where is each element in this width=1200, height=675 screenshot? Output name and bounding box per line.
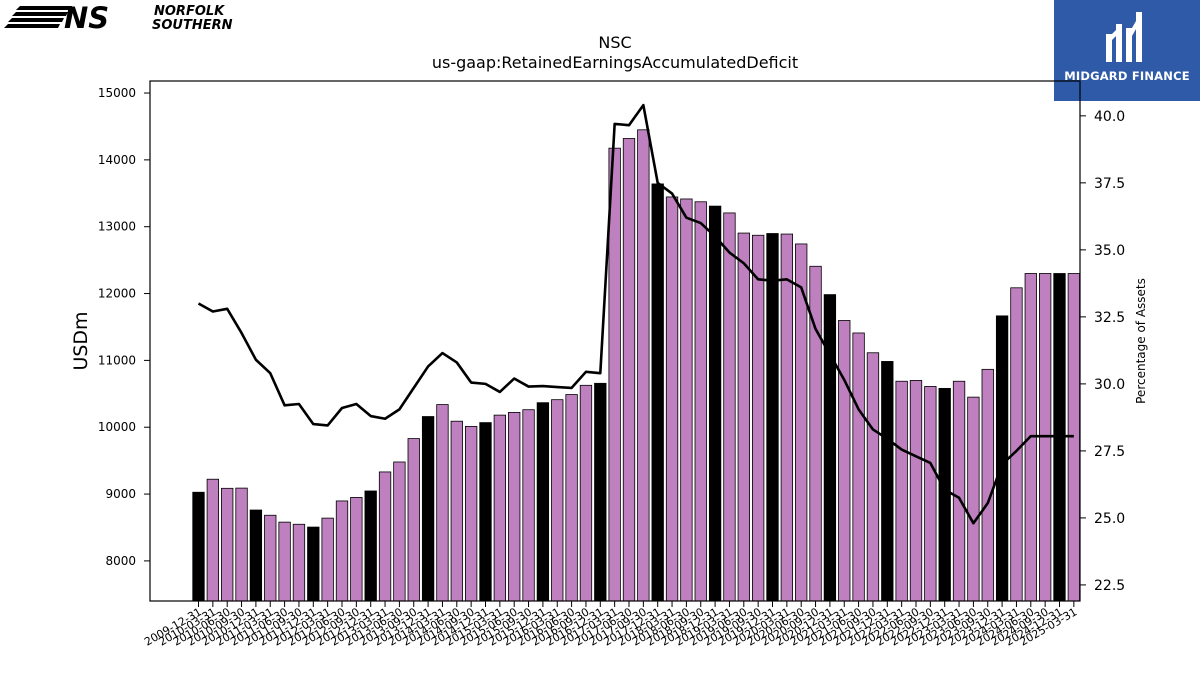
- norfolk-southern-logo-mark: NS NORFOLK SOUTHERN: [4, 1, 233, 35]
- bar-2021-03-31: [838, 320, 851, 602]
- y2-tick-label: 35.0: [1094, 243, 1125, 259]
- logo-line-2: SOUTHERN: [152, 18, 233, 33]
- bar-2022-09-30: [924, 386, 937, 602]
- y2-axis-label: Percentage of Assets: [1134, 278, 1148, 404]
- bar-2010-12-31: [249, 509, 263, 602]
- bar-2011-12-31: [307, 526, 320, 602]
- midgard-finance-watermark: MIDGARD FINANCE: [1054, 0, 1200, 101]
- bar-2023-03-31: [952, 380, 966, 602]
- y-axis-label: USDm: [70, 311, 92, 370]
- bar-2014-03-31: [436, 404, 449, 602]
- y-tick-label: 13000: [98, 220, 136, 234]
- bar-2024-03-31: [1010, 287, 1023, 602]
- bar-2014-12-31: [479, 422, 492, 602]
- logo-line-1: NORFOLK: [154, 4, 225, 19]
- midgard-finance-icon: [1106, 12, 1142, 62]
- bar-2013-06-30: [393, 461, 406, 602]
- plot-frame: [149, 80, 1081, 602]
- y-axis-left: 8000 9000 10000 11000 12000 13000 14000 15000: [98, 86, 150, 568]
- y2-tick-label: 32.5: [1094, 310, 1125, 326]
- bar-2019-12-31: [766, 233, 779, 602]
- bar-2010-03-31: [206, 478, 220, 602]
- y-tick-label: 15000: [98, 86, 136, 100]
- bar-2015-06-30: [508, 411, 521, 602]
- bar-2016-03-31: [551, 399, 564, 602]
- bar-2018-06-30: [680, 198, 693, 602]
- bar-2014-09-30: [464, 426, 478, 602]
- bar-2018-12-31: [708, 205, 722, 602]
- bar-2016-06-30: [565, 394, 578, 602]
- bar-2015-03-31: [493, 414, 507, 602]
- bar-2012-12-31: [364, 490, 377, 602]
- bar-2011-03-31: [264, 514, 277, 602]
- bar-2011-09-30: [292, 523, 306, 602]
- y-tick-label: 9000: [105, 487, 136, 501]
- y-tick-label: 11000: [98, 353, 136, 367]
- bar-2013-03-31: [378, 471, 392, 602]
- y-tick-label: 14000: [98, 153, 136, 167]
- y-tick-label: 8000: [105, 554, 136, 568]
- bar-2010-06-30: [221, 487, 234, 602]
- bar-2016-12-31: [594, 382, 607, 602]
- bar-2017-06-30: [622, 138, 636, 602]
- x-axis: 2009-12-312010-03-312010-06-302010-09-30…: [142, 601, 1079, 649]
- bar-2012-06-30: [335, 500, 349, 602]
- bar-2022-03-31: [895, 380, 908, 602]
- y-tick-label: 12000: [98, 287, 136, 301]
- y2-tick-label: 27.5: [1094, 444, 1125, 460]
- bar-2019-03-31: [723, 212, 736, 602]
- bar-2016-09-30: [579, 384, 593, 602]
- norfolk-southern-logo: NS NORFOLK SOUTHERN: [0, 0, 260, 38]
- bar-2023-06-30: [967, 396, 980, 602]
- bar-2013-09-30: [407, 438, 420, 602]
- line-group: [197, 103, 1074, 525]
- bar-2020-03-31: [780, 233, 793, 602]
- bar-2015-09-30: [522, 409, 535, 602]
- y2-tick-label: 40.0: [1094, 109, 1125, 125]
- y-tick-label: 10000: [98, 420, 136, 434]
- bar-2019-09-30: [752, 234, 765, 602]
- bar-2022-06-30: [909, 380, 923, 602]
- bars-group: [192, 129, 1080, 602]
- chart-title: NSC: [598, 33, 631, 52]
- chart-subtitle: us-gaap:RetainedEarningsAccumulatedDefic…: [432, 53, 798, 72]
- bar-2018-03-31: [665, 196, 679, 602]
- bar-2023-12-31: [995, 315, 1009, 602]
- bar-2021-09-30: [866, 352, 880, 602]
- bar-2012-09-30: [350, 496, 363, 602]
- bar-2010-09-30: [235, 487, 248, 602]
- bar-2019-06-30: [737, 232, 750, 602]
- bar-2021-06-30: [852, 332, 865, 602]
- bar-2020-12-31: [823, 294, 837, 602]
- bar-2023-09-30: [981, 368, 994, 602]
- bar-2017-09-30: [637, 129, 650, 602]
- bar-2022-12-31: [938, 387, 951, 602]
- ns-logo-letters: NS: [64, 1, 109, 35]
- bar-2013-12-31: [421, 416, 435, 602]
- bar-2017-12-31: [651, 183, 664, 602]
- bar-2011-06-30: [278, 521, 291, 602]
- watermark-text: MIDGARD FINANCE: [1064, 69, 1190, 83]
- percentage-of-assets-line: [197, 103, 1074, 525]
- bar-2015-12-31: [536, 402, 550, 602]
- y2-tick-label: 25.0: [1094, 511, 1125, 527]
- bar-2014-06-30: [450, 420, 463, 602]
- bar-2012-03-31: [321, 517, 334, 602]
- y2-tick-label: 22.5: [1094, 578, 1125, 594]
- bar-2021-12-31: [881, 361, 894, 602]
- y2-tick-label: 37.5: [1094, 176, 1125, 192]
- y2-tick-label: 30.0: [1094, 377, 1125, 393]
- bar-2009-12-31: [192, 491, 205, 602]
- y-axis-right: 22.5 25.0 27.5 30.0 32.5 35.0 37.5 40.0: [1080, 109, 1125, 594]
- bar-2018-09-30: [694, 201, 707, 602]
